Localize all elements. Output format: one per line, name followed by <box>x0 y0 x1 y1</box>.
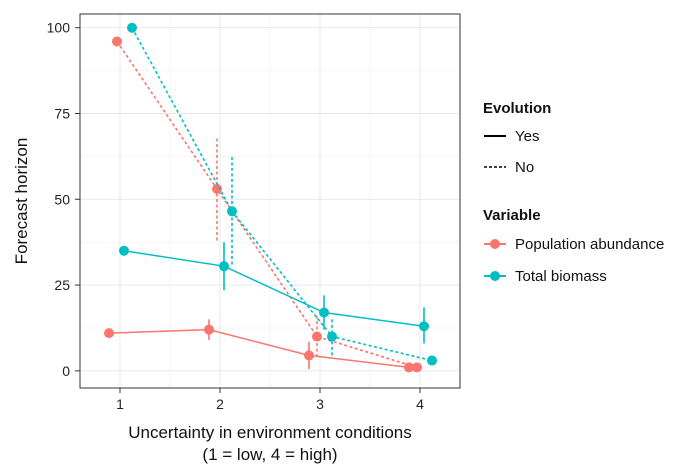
data-point <box>312 331 322 342</box>
legend-label-yes: Yes <box>515 128 539 145</box>
data-point <box>204 324 214 335</box>
y-tick-label: 0 <box>62 363 70 379</box>
y-tick-label: 50 <box>54 191 70 207</box>
gridlines <box>80 14 460 388</box>
legend-key-point-population <box>490 239 500 249</box>
data-point <box>219 261 229 272</box>
legend-label-population: Population abundance <box>515 236 664 253</box>
x-axis-title-line1: Uncertainty in environment conditions <box>128 423 411 442</box>
data-point <box>327 331 337 342</box>
series-population-abundance-yes <box>104 319 414 373</box>
series-line-population-abundance-no <box>116 41 418 369</box>
data-point <box>419 321 429 332</box>
x-tick-label: 4 <box>416 396 424 412</box>
series-group <box>104 22 437 373</box>
y-tick-label: 75 <box>54 106 70 122</box>
data-point <box>212 183 222 194</box>
x-tick-label: 3 <box>316 396 324 412</box>
data-point <box>427 355 437 366</box>
legend-label-biomass: Total biomass <box>515 268 607 285</box>
x-axis-title-line2: (1 = low, 4 = high) <box>202 445 337 464</box>
data-point <box>119 245 129 256</box>
series-total-biomass-no <box>127 22 437 366</box>
legend-key-point-biomass <box>490 271 500 281</box>
data-point <box>304 350 314 361</box>
legend-title-evolution: Evolution <box>483 100 551 117</box>
y-axis-title: Forecast horizon <box>12 138 31 265</box>
data-point <box>404 362 414 373</box>
data-point <box>319 307 329 318</box>
data-point <box>112 36 122 47</box>
data-point <box>412 362 422 373</box>
series-line-total-biomass-no <box>131 27 433 362</box>
y-tick-label: 100 <box>47 20 71 36</box>
data-point <box>104 328 114 339</box>
legend-title-variable: Variable <box>483 207 541 224</box>
axes: 1 2 3 4 0 25 50 75 100 <box>47 20 424 412</box>
series-line-total-biomass-yes <box>123 250 425 327</box>
legend-label-no: No <box>515 159 534 176</box>
series-population-abundance-no <box>112 36 422 373</box>
legend: Evolution Yes No Variable Population abu… <box>483 100 664 285</box>
data-point <box>227 206 237 217</box>
x-tick-label: 2 <box>216 396 224 412</box>
x-tick-label: 1 <box>116 396 124 412</box>
series-total-biomass-yes <box>119 242 429 344</box>
plot-panel-border <box>79 13 461 389</box>
data-point <box>127 22 137 33</box>
y-tick-label: 25 <box>54 277 70 293</box>
series-line-population-abundance-yes <box>108 328 410 369</box>
